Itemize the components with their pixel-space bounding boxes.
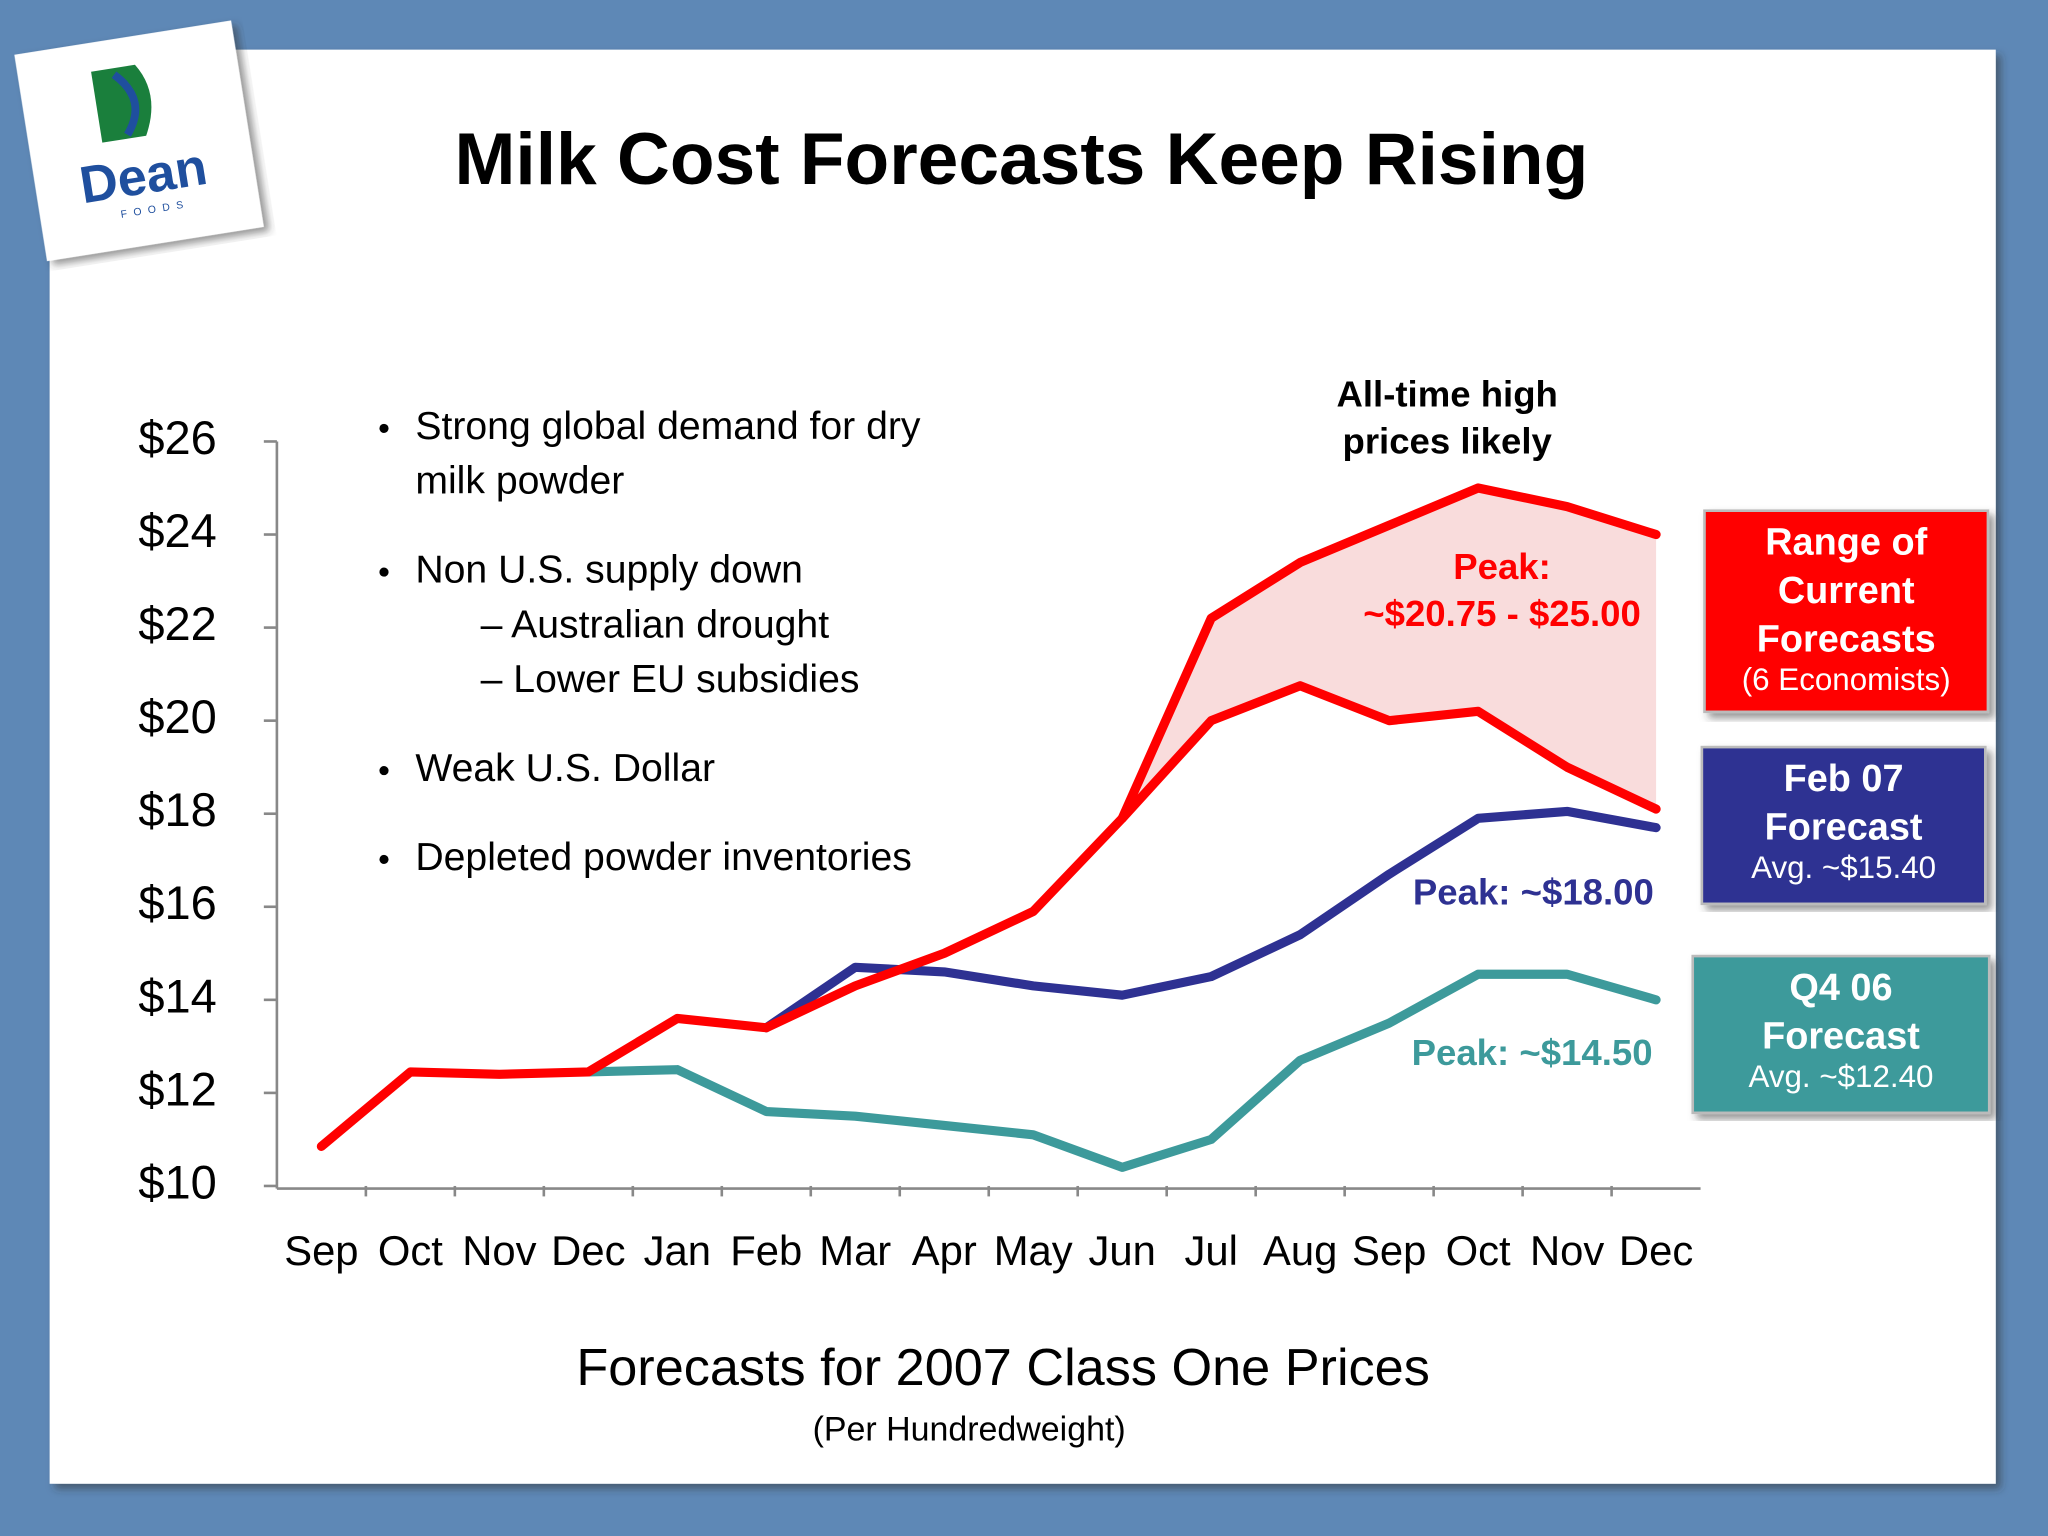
annotation: All-time high: [1336, 374, 1557, 415]
logo: Dean FOODS: [14, 20, 264, 262]
legend-label: Q4 06: [1789, 967, 1892, 1009]
series-line-high: [1117, 483, 1661, 823]
y-tick-label: $12: [138, 1062, 216, 1115]
annotation: ~$20.75 - $25.00: [1363, 593, 1641, 634]
x-tick-label: Apr: [912, 1227, 977, 1274]
y-tick-label: $10: [138, 1155, 216, 1208]
legend-label: Forecasts: [1757, 618, 1936, 660]
bullet-text: Non U.S. supply down: [415, 548, 803, 591]
x-tick-label: Jun: [1089, 1227, 1156, 1274]
bullet-dot: [379, 766, 389, 776]
series-line: [583, 969, 1661, 1172]
legend-label: Current: [1778, 570, 1915, 612]
chart-title: Milk Cost Forecasts Keep Rising: [455, 119, 1589, 200]
x-tick-label: Nov: [1530, 1227, 1604, 1274]
x-tick-label: Dec: [1619, 1227, 1693, 1274]
x-tick-label: Oct: [378, 1227, 443, 1274]
logo-swoosh: [111, 71, 140, 137]
legend-detail: Avg. ~$15.40: [1751, 850, 1936, 885]
series-line: [761, 806, 1661, 1033]
x-tick-label: Oct: [1446, 1227, 1511, 1274]
legend-box: [1703, 509, 1990, 714]
legend-box: [1691, 954, 1991, 1115]
y-tick-label: $22: [138, 597, 216, 650]
y-tick-label: $24: [138, 504, 216, 557]
legend-detail: (6 Economists): [1742, 662, 1951, 697]
x-tick-label: Sep: [284, 1227, 358, 1274]
x-tick-label: Jan: [644, 1227, 711, 1274]
x-tick-label: Nov: [462, 1227, 536, 1274]
logo-card: [14, 20, 264, 262]
x-tick-label: Aug: [1263, 1227, 1337, 1274]
slide-panel: [49, 49, 1996, 1484]
x-tick-label: Feb: [730, 1227, 802, 1274]
y-tick-label: $20: [138, 690, 216, 743]
bullet-text: – Lower EU subsidies: [481, 658, 860, 701]
legend-box: [1700, 745, 1987, 906]
annotation: Peak: ~$18.00: [1413, 871, 1654, 912]
x-tick-label: Sep: [1352, 1227, 1426, 1274]
x-tick-label: Jul: [1184, 1227, 1237, 1274]
x-tick-label: May: [994, 1227, 1073, 1274]
y-tick-label: $14: [138, 969, 216, 1022]
bullet-dot: [379, 567, 389, 577]
bullet-text: Depleted powder inventories: [415, 836, 911, 879]
annotation: prices likely: [1342, 421, 1552, 462]
bullet-dot: [379, 423, 389, 433]
bullet-text: – Australian drought: [481, 603, 830, 646]
y-tick-label: $18: [138, 783, 216, 836]
legend-label: Range of: [1765, 522, 1927, 564]
bullet-text: Weak U.S. Dollar: [415, 747, 715, 790]
legend-label: Forecast: [1762, 1015, 1920, 1057]
legend-label: Forecast: [1765, 806, 1923, 848]
y-tick-label: $26: [138, 411, 216, 464]
bullet-text: Strong global demand for dry: [415, 405, 921, 448]
x-tick-label: Dec: [551, 1227, 625, 1274]
annotation: Peak:: [1453, 546, 1551, 587]
series-line: [316, 681, 1661, 1151]
x-axis-subtitle: (Per Hundredweight): [813, 1410, 1126, 1448]
bullet-text: milk powder: [415, 460, 624, 503]
legend-detail: Avg. ~$12.40: [1749, 1059, 1934, 1094]
bullet-dot: [379, 854, 389, 864]
annotation: Peak: ~$14.50: [1412, 1032, 1653, 1073]
x-tick-label: Mar: [819, 1227, 891, 1274]
legend-label: Feb 07: [1784, 758, 1904, 800]
x-axis-title: Forecasts for 2007 Class One Prices: [576, 1339, 1430, 1397]
y-tick-label: $16: [138, 876, 216, 929]
